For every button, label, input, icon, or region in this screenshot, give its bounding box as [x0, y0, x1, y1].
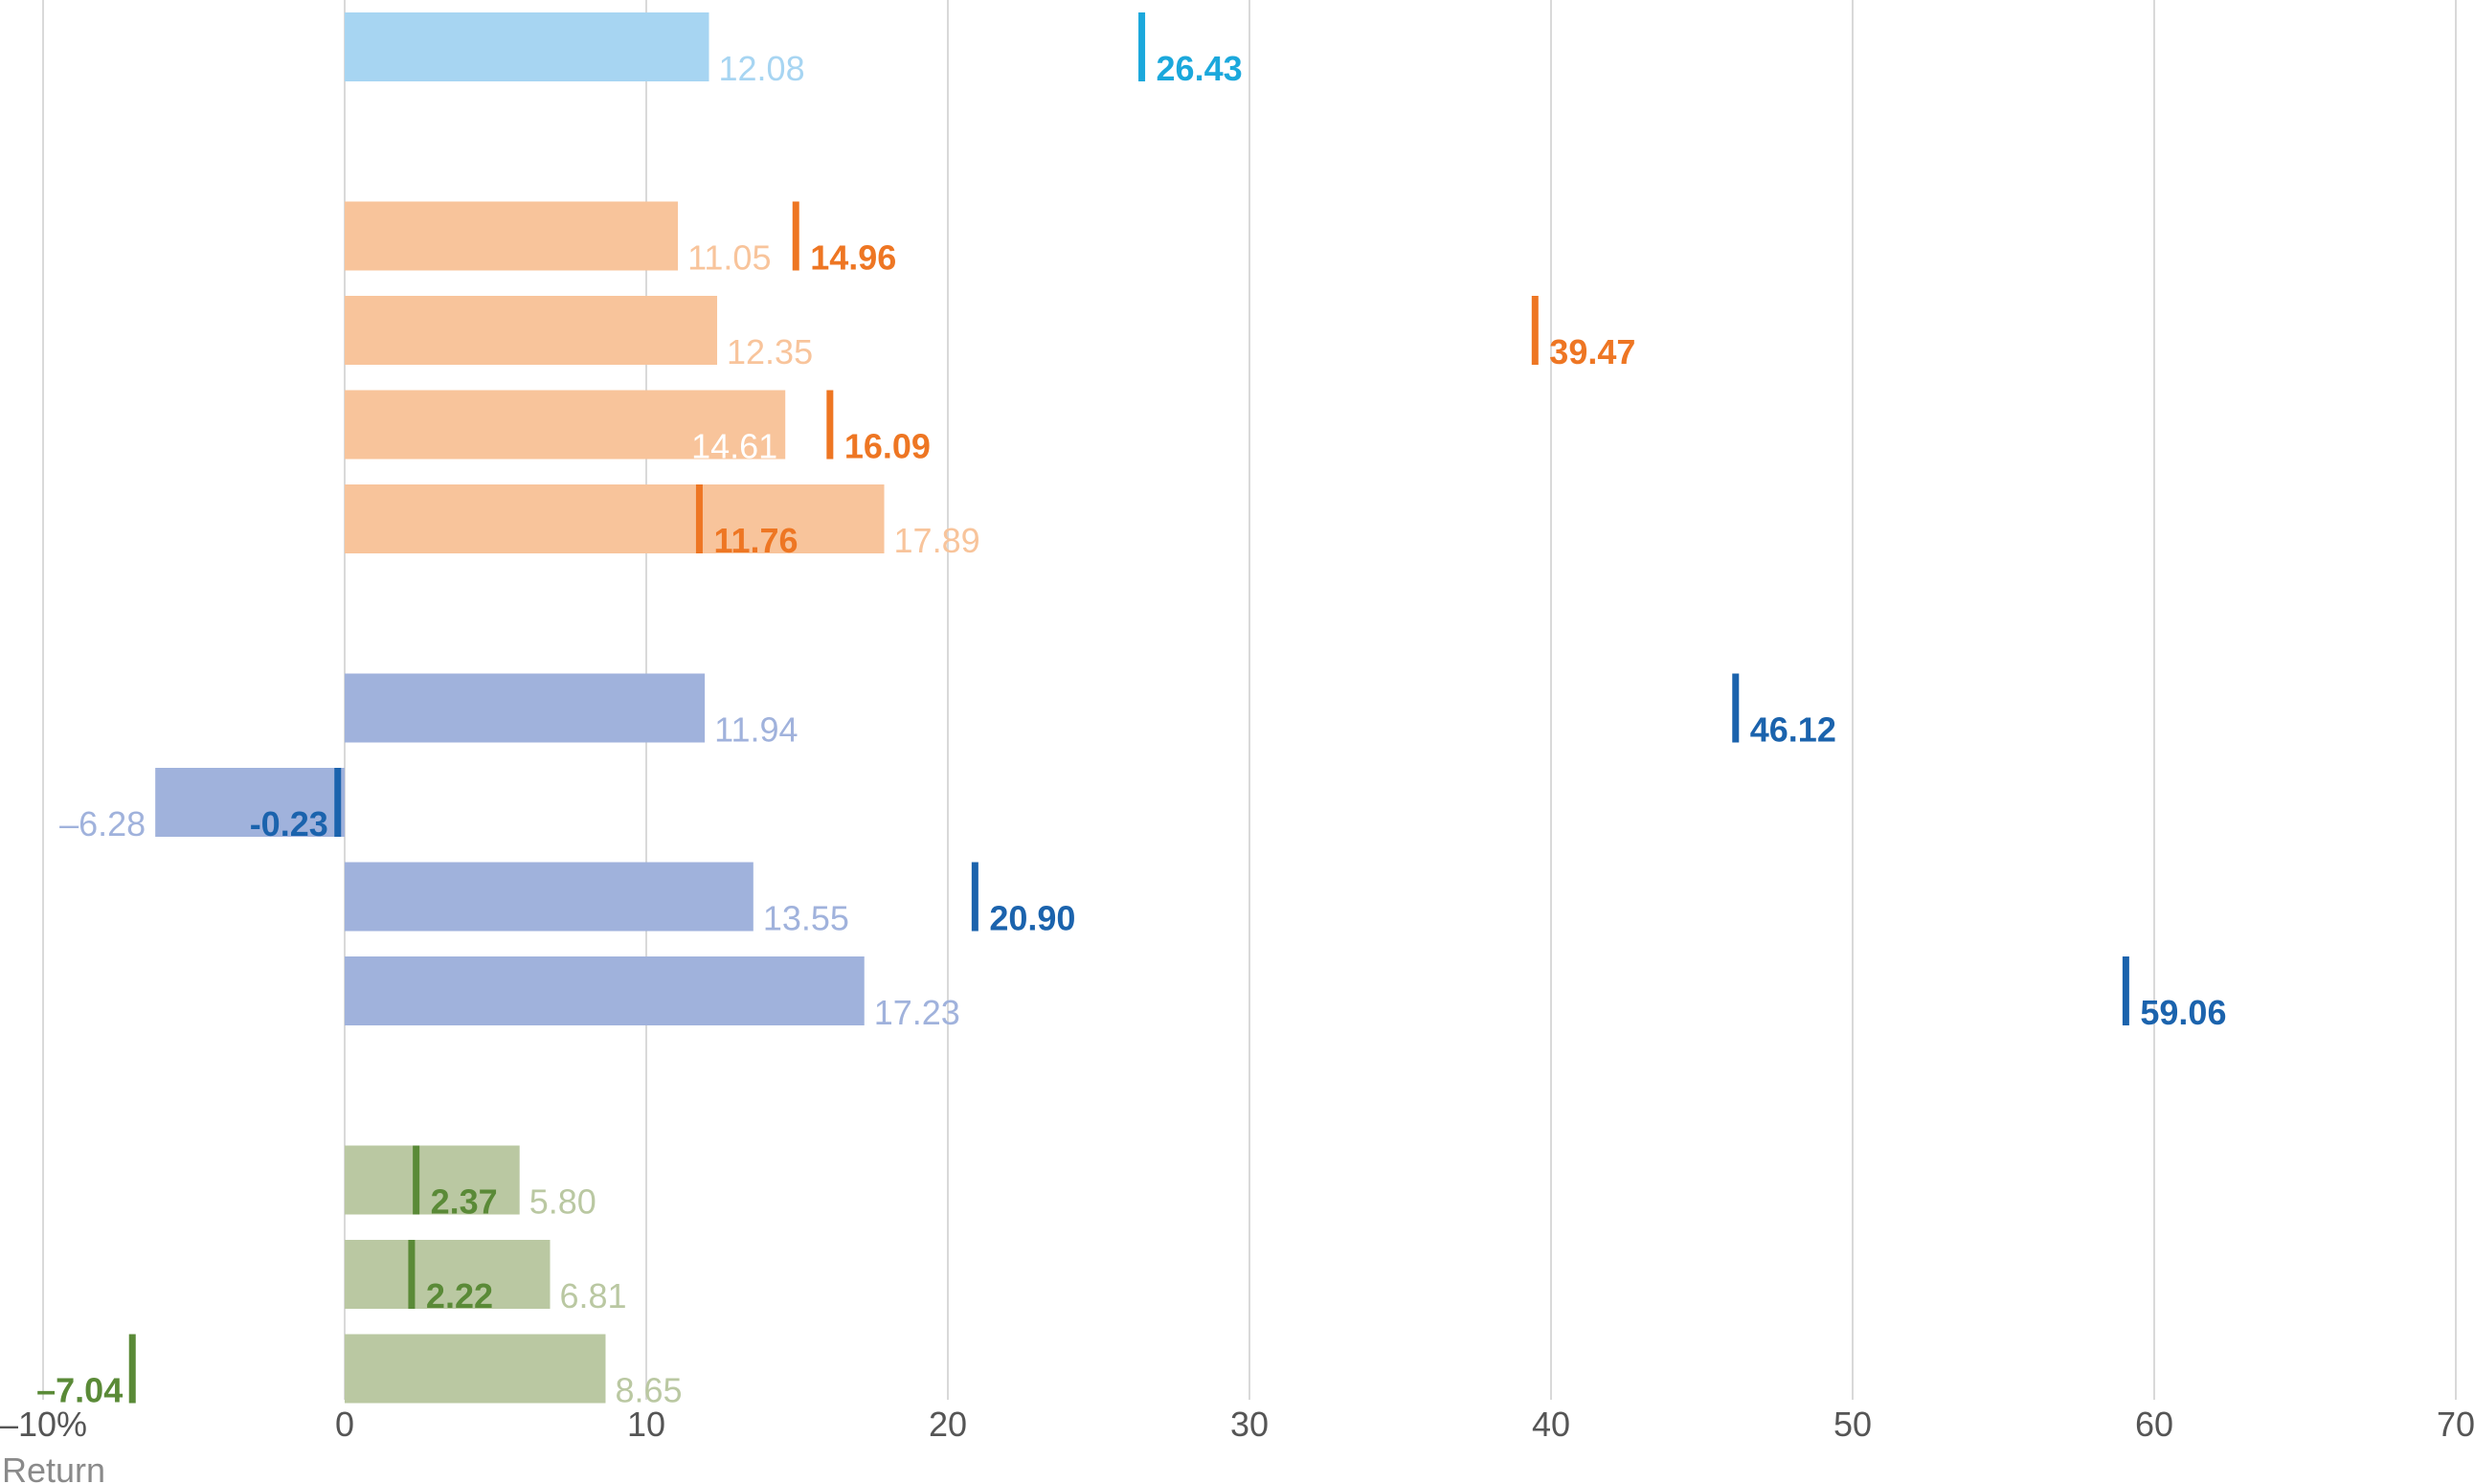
x-tick-label: 30	[1230, 1405, 1269, 1444]
marker	[971, 862, 978, 932]
bar-value-label: 11.05	[687, 238, 771, 278]
bar-value-label: –6.28	[59, 804, 146, 843]
marker	[792, 201, 799, 271]
marker	[1138, 12, 1146, 81]
bar	[345, 1145, 520, 1215]
marker	[334, 768, 342, 837]
marker-value-label: 46.12	[1750, 710, 1836, 750]
x-tick-label: 50	[1833, 1405, 1872, 1444]
marker-value-label: 26.43	[1157, 49, 1243, 88]
marker	[1531, 296, 1539, 365]
bars	[155, 12, 885, 1404]
bar-value-label: 17.23	[874, 993, 960, 1032]
marker	[408, 1240, 416, 1309]
marker	[128, 1334, 136, 1404]
bar	[345, 390, 786, 460]
marker-value-label: 39.47	[1549, 332, 1635, 371]
marker-value-label: 2.22	[426, 1276, 493, 1315]
marker-value-label: 59.06	[2140, 993, 2226, 1032]
bar-value-label: 12.35	[727, 332, 813, 371]
bar	[345, 956, 865, 1025]
marker-value-label: 2.37	[431, 1182, 498, 1222]
bar-value-label: 12.08	[719, 49, 805, 88]
data-labels: 12.08 26.43 11.05 14.96 12.35 39.47 14.61 16.09…	[36, 49, 2226, 1410]
bar	[345, 673, 706, 743]
marker-value-label: 14.96	[810, 238, 896, 278]
marker-value-label: 16.09	[844, 427, 931, 466]
markers	[128, 12, 2129, 1404]
bar-value-label: 11.94	[714, 710, 798, 750]
bar	[345, 1240, 551, 1309]
bar-value-label: 14.61	[691, 427, 777, 466]
bar-value-label: 8.65	[615, 1371, 682, 1410]
marker	[1732, 673, 1740, 743]
x-tick-label: 60	[2135, 1405, 2173, 1444]
marker-value-label: 20.90	[989, 899, 1075, 938]
x-tick-label: 40	[1532, 1405, 1570, 1444]
marker-value-label: -0.23	[250, 804, 328, 843]
x-axis: –10% 0 10 20 30 40 50 60 70 Return	[0, 1405, 2474, 1484]
bar	[345, 296, 718, 365]
bar-value-label: 5.80	[529, 1182, 596, 1222]
x-tick-label: 70	[2437, 1405, 2474, 1444]
marker-value-label: 11.76	[713, 521, 798, 560]
marker	[413, 1145, 420, 1215]
bar	[345, 484, 885, 553]
bar-value-label: 17.89	[894, 521, 980, 560]
marker	[695, 484, 703, 553]
bar-value-label: 13.55	[763, 899, 849, 938]
x-axis-title: Return	[2, 1450, 105, 1484]
marker	[826, 390, 834, 460]
x-tick-label: 20	[929, 1405, 967, 1444]
bar	[345, 201, 679, 271]
x-tick-label: 10	[627, 1405, 665, 1444]
bar	[345, 12, 709, 81]
x-tick-label: 0	[335, 1405, 354, 1444]
bar	[345, 862, 753, 932]
bar	[155, 768, 345, 837]
marker	[2122, 956, 2129, 1025]
bar-value-label: 6.81	[560, 1276, 627, 1315]
marker-value-label: –7.04	[36, 1371, 123, 1410]
bar	[345, 1334, 606, 1404]
x-tick-label: –10%	[0, 1405, 87, 1444]
